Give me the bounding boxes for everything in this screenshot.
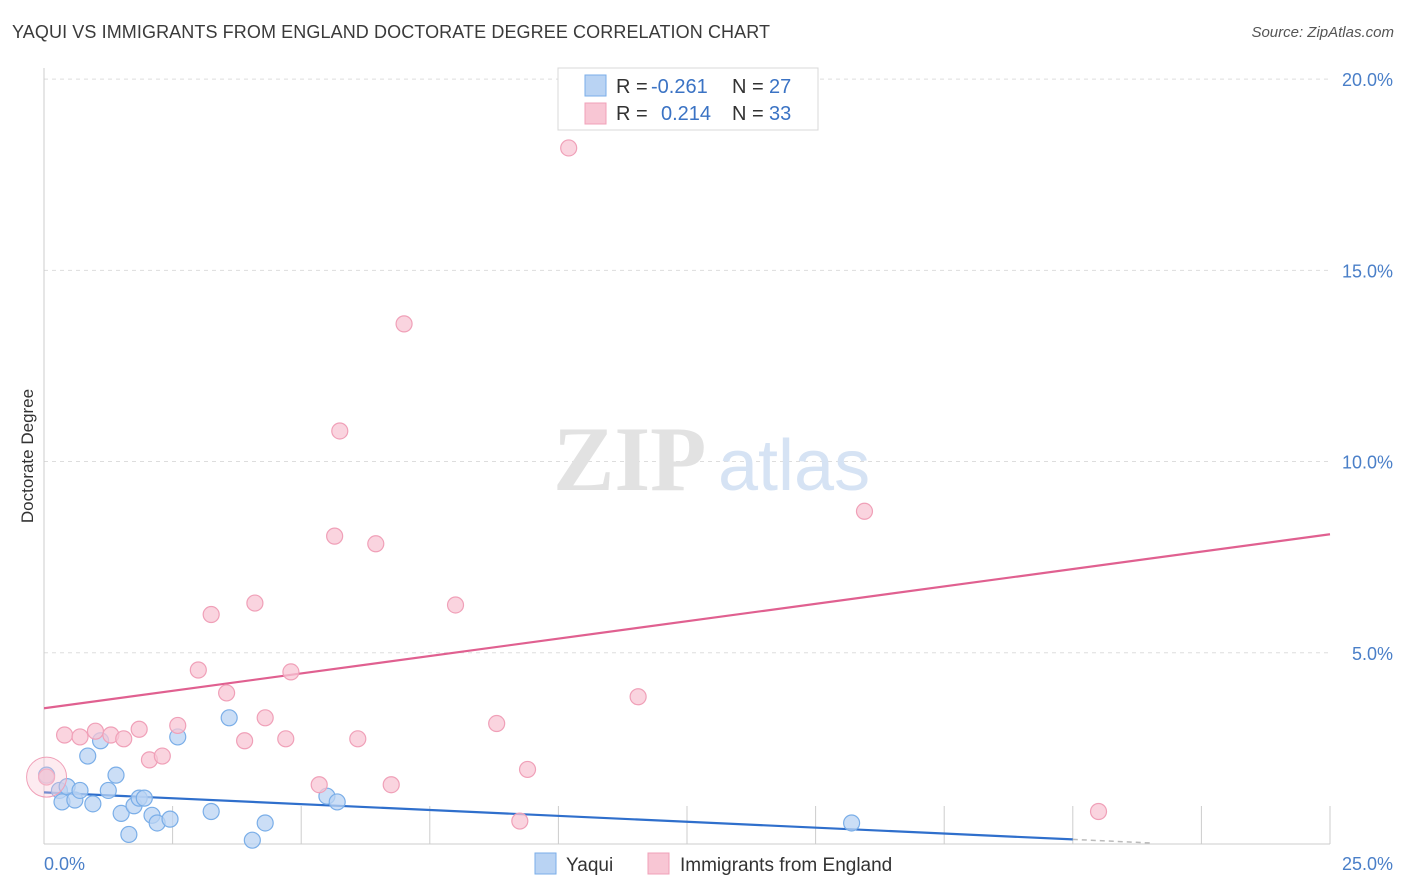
point-england-2 [71, 728, 89, 746]
y-tick-label-1: 10.0% [1342, 453, 1393, 473]
point-england-11 [202, 605, 220, 624]
point-yaqui-21 [220, 709, 238, 727]
point-england-28 [518, 760, 537, 779]
bottom-legend-label-england: Immigrants from England [680, 855, 892, 876]
point-yaqui-5 [71, 781, 89, 800]
point-england-30 [629, 688, 647, 706]
legend-r-label-1: R = [616, 76, 648, 98]
point-yaqui-7 [84, 795, 102, 813]
point-england-29 [560, 139, 578, 157]
point-england-0 [37, 768, 56, 786]
point-yaqui-20 [202, 802, 220, 821]
watermark-zip: ZIP [553, 408, 706, 510]
trend-lines [44, 533, 1331, 844]
watermark-atlas: atlas [718, 426, 870, 506]
legend-n-value-1: 27 [769, 76, 791, 98]
chart-source: Source: ZipAtlas.com [1251, 24, 1394, 41]
gridlines [44, 78, 1330, 654]
legend-swatch-yaqui [584, 74, 607, 97]
y-tick-label-3: 20.0% [1342, 70, 1393, 90]
point-yaqui-15 [135, 789, 153, 807]
point-england-3 [86, 722, 105, 740]
point-yaqui-11 [112, 804, 130, 823]
bottom-legend-label-yaqui: Yaqui [566, 855, 613, 876]
point-yaqui-10 [107, 766, 125, 784]
y-tick-label-2: 15.0% [1342, 261, 1393, 281]
point-england-6 [130, 720, 148, 738]
point-england-26 [488, 714, 506, 733]
point-england-16 [277, 730, 295, 748]
y-tick-labels: 5.0% 10.0% 15.0% 20.0% [1342, 70, 1393, 664]
point-yaqui-6 [79, 747, 97, 765]
point-england-25 [446, 596, 465, 614]
legend-n-label-2: N = [732, 103, 764, 125]
x-tick-label-0: 0.0% [44, 854, 85, 874]
point-england-27 [511, 812, 529, 830]
point-england-24 [395, 315, 413, 333]
point-england-9 [169, 716, 187, 735]
point-england-31 [855, 502, 874, 520]
y-axis-label: Doctorate Degree [18, 389, 37, 523]
legend-n-value-2: 33 [769, 103, 791, 125]
data-points [26, 139, 1108, 849]
trend-line-yaqui [44, 791, 1073, 841]
point-yaqui-12 [120, 825, 138, 844]
point-yaqui-26 [843, 814, 861, 832]
bottom-legend-swatch-england [647, 852, 670, 875]
legend-r-label-2: R = [616, 103, 648, 125]
trend-line-england [44, 533, 1331, 710]
point-england-12 [218, 684, 236, 702]
point-england-10 [189, 661, 207, 679]
legend-n-label-1: N = [732, 76, 764, 98]
point-england-5 [115, 730, 133, 748]
point-england-21 [349, 730, 367, 748]
point-england-17 [282, 663, 300, 681]
legend: R = -0.261 N = 27 R = 0.214 N = 33 [557, 67, 819, 131]
point-england-22 [367, 535, 385, 553]
point-england-13 [236, 732, 254, 750]
bottom-legend-swatch-yaqui [534, 852, 557, 875]
point-yaqui-9 [99, 781, 117, 800]
point-england-1 [55, 726, 74, 744]
point-england-23 [382, 776, 400, 794]
legend-swatch-england [584, 102, 607, 125]
point-england-20 [331, 422, 349, 440]
point-yaqui-22 [243, 831, 261, 849]
point-yaqui-18 [161, 810, 179, 828]
chart-title: YAQUI VS IMMIGRANTS FROM ENGLAND DOCTORA… [12, 22, 771, 42]
y-tick-label-0: 5.0% [1352, 644, 1393, 664]
trend-line-yaqui-extension [1072, 838, 1150, 844]
x-tick-label-1: 25.0% [1342, 854, 1393, 874]
legend-r-value-1: -0.261 [651, 76, 708, 98]
x-tick-labels: 0.0% 25.0% [44, 854, 1393, 874]
point-england-8 [153, 747, 171, 765]
point-england-32 [1089, 802, 1108, 821]
legend-r-value-2: 0.214 [661, 103, 711, 125]
point-yaqui-25 [328, 793, 346, 811]
point-yaqui-23 [256, 814, 274, 832]
point-england-large [26, 756, 68, 798]
point-england-15 [256, 709, 274, 727]
point-england-19 [326, 527, 344, 545]
point-england-14 [246, 594, 264, 612]
bottom-legend: Yaqui Immigrants from England [534, 852, 892, 876]
point-england-18 [310, 776, 328, 794]
